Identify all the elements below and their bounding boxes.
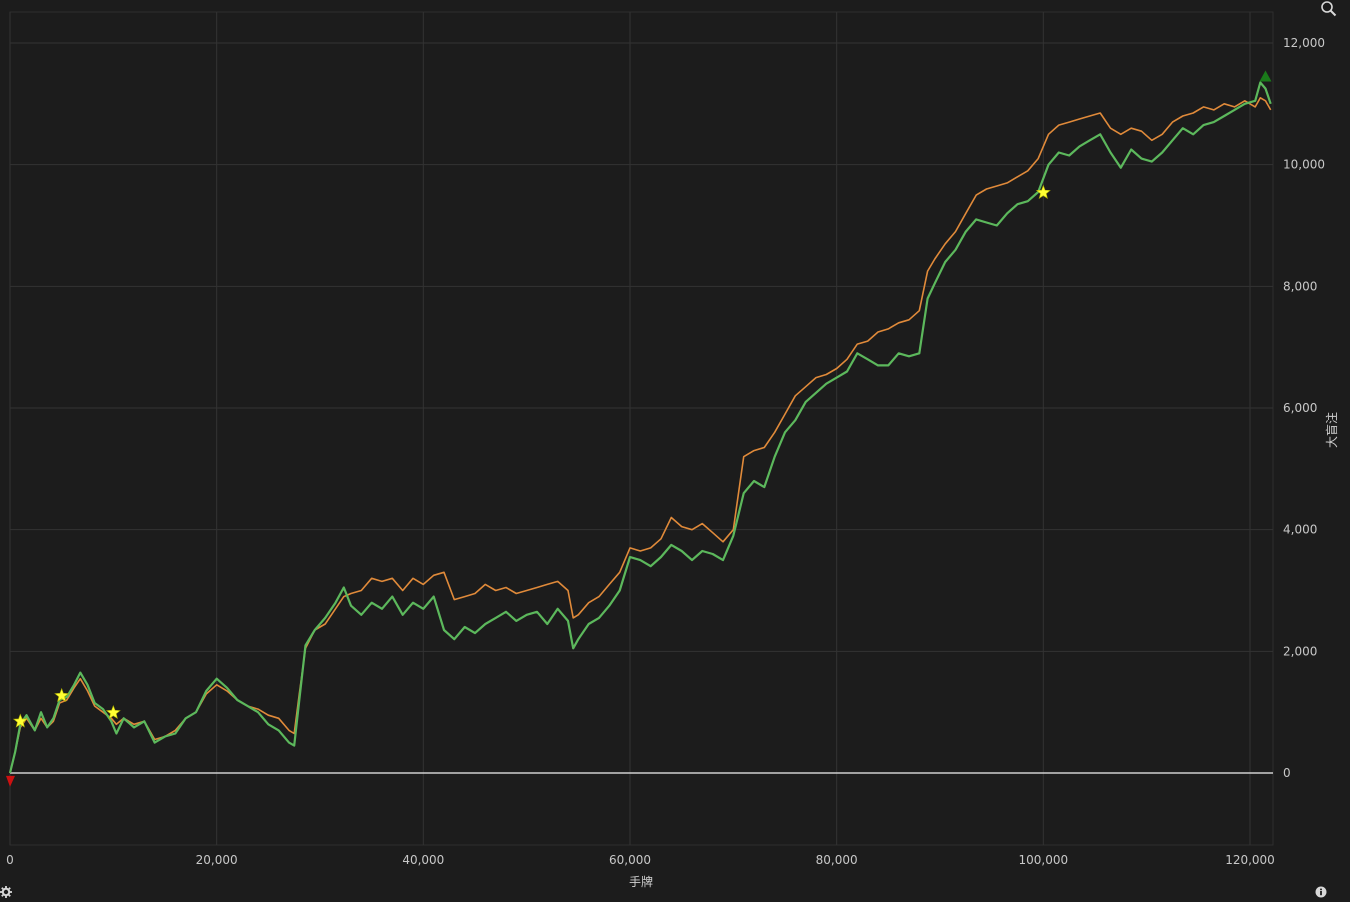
x-tick-label: 20,000	[196, 853, 238, 867]
x-tick-label: 0	[6, 853, 14, 867]
plot-area	[9, 11, 1274, 846]
x-tick-label: 100,000	[1019, 853, 1069, 867]
info-icon[interactable]	[1315, 883, 1327, 898]
y-tick-label: 2,000	[1283, 644, 1317, 658]
star-marker	[1035, 184, 1051, 199]
magnifier-icon[interactable]	[1320, 0, 1338, 18]
gear-icon[interactable]	[0, 883, 12, 898]
series-line-orange	[9, 97, 1272, 774]
x-axis-title: 手牌	[629, 875, 653, 889]
x-tick-label: 60,000	[609, 853, 651, 867]
star-marker	[54, 687, 70, 703]
y-axis-title: 大盲注	[1324, 412, 1339, 448]
x-tick-label: 80,000	[816, 853, 858, 867]
series-line-green	[8, 81, 1272, 774]
y-tick-label: 10,000	[1283, 158, 1325, 172]
y-tick-label: 6,000	[1283, 401, 1317, 415]
y-tick-label: 4,000	[1283, 523, 1317, 537]
star-marker	[12, 713, 28, 728]
y-tick-label: 8,000	[1283, 279, 1317, 293]
y-tick-label: 12,000	[1283, 36, 1325, 50]
y-tick-label: 0	[1283, 766, 1291, 780]
star-marker	[105, 704, 121, 720]
max-marker	[1259, 70, 1272, 82]
min-marker	[6, 775, 15, 787]
x-tick-label: 40,000	[402, 853, 444, 867]
x-tick-label: 120,000	[1225, 853, 1275, 867]
